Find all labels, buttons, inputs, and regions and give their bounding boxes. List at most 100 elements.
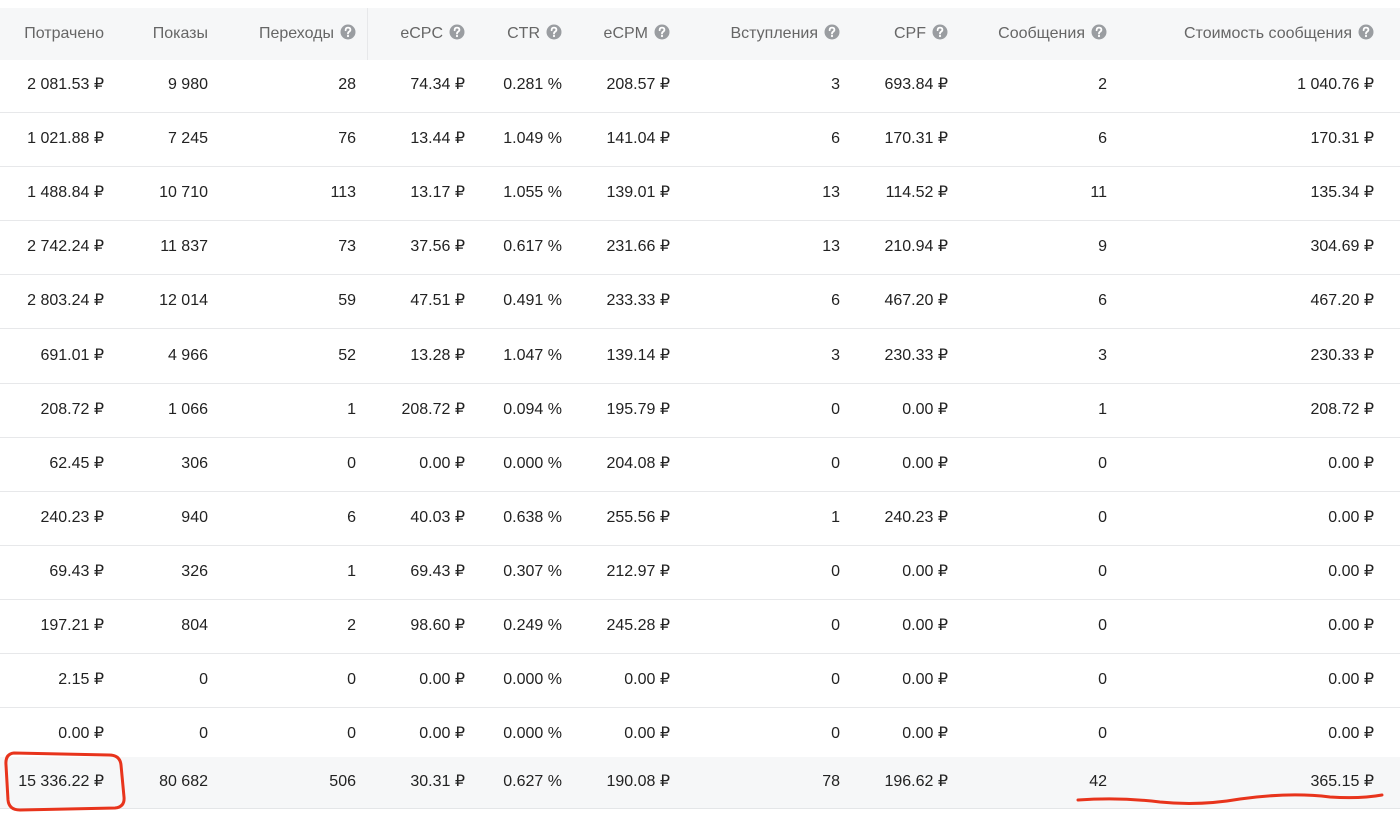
total-cell: 506: [329, 773, 356, 790]
table-cell: 13: [822, 184, 840, 202]
table-cell: 0: [199, 725, 208, 743]
table-cell: 0: [1098, 671, 1107, 689]
table-cell: 0.281 %: [503, 76, 562, 93]
table-cell: 691.01 ₽: [40, 346, 104, 364]
column-header: eCPC: [400, 25, 443, 42]
table-cell: 0: [1098, 508, 1107, 526]
total-cell: 30.31 ₽: [410, 773, 465, 790]
table-cell: 0.00 ₽: [419, 454, 465, 472]
help-icon[interactable]: [1358, 24, 1374, 40]
table-cell: 0: [347, 671, 356, 689]
table-cell: 0.00 ₽: [624, 671, 670, 689]
table-cell: 240.23 ₽: [884, 508, 948, 526]
table-cell: 2 742.24 ₽: [27, 238, 104, 256]
table-cell: 208.72 ₽: [1310, 400, 1374, 418]
table-cell: 212.97 ₽: [606, 562, 670, 580]
table-cell: 245.28 ₽: [606, 617, 670, 634]
table-cell: 1 040.76 ₽: [1297, 76, 1374, 93]
table-cell: 1.049 %: [503, 130, 562, 148]
table-cell: 1: [831, 508, 840, 526]
table-cell: 804: [181, 617, 208, 634]
help-icon[interactable]: [654, 24, 670, 40]
column-header: Переходы: [258, 25, 334, 42]
table-cell: 0.00 ₽: [1328, 562, 1374, 580]
table-cell: 208.72 ₽: [401, 400, 465, 418]
table-cell: 0: [831, 562, 840, 580]
table-cell: 6: [1098, 130, 1107, 148]
total-cell: 42: [1089, 773, 1107, 790]
table-cell: 0: [831, 671, 840, 689]
table-cell: 231.66 ₽: [606, 238, 670, 256]
header-row: [0, 8, 1400, 60]
help-icon[interactable]: [546, 24, 562, 40]
table-cell: 3: [831, 76, 840, 93]
table-cell: 0.094 %: [503, 400, 562, 418]
table-cell: 326: [181, 562, 208, 580]
table-cell: 11: [1090, 184, 1107, 202]
help-icon[interactable]: [824, 24, 840, 40]
table-cell: 0: [199, 671, 208, 689]
row-divider: [0, 383, 1400, 384]
table-cell: 13: [822, 238, 840, 256]
table-cell: 114.52 ₽: [885, 184, 948, 202]
table-cell: 0.000 %: [503, 725, 562, 743]
table-cell: 3: [1098, 346, 1107, 364]
table-cell: 0.00 ₽: [1328, 617, 1374, 634]
table-cell: 230.33 ₽: [884, 346, 948, 364]
table-cell: 47.51 ₽: [410, 292, 465, 310]
row-divider: [0, 220, 1400, 221]
table-cell: 1: [1098, 400, 1107, 418]
row-divider: [0, 166, 1400, 167]
total-cell: 80 682: [159, 773, 208, 790]
table-cell: 13.28 ₽: [410, 346, 465, 364]
table-cell: 467.20 ₽: [1310, 292, 1374, 310]
header-divider: [367, 8, 368, 60]
table-cell: 0.00 ₽: [902, 671, 948, 689]
table-cell: 2 081.53 ₽: [27, 76, 104, 93]
table-cell: 195.79 ₽: [606, 400, 670, 418]
help-icon[interactable]: [340, 24, 356, 40]
help-icon[interactable]: [1091, 24, 1107, 40]
table-cell: 0.307 %: [503, 562, 562, 580]
total-cell: 190.08 ₽: [606, 773, 670, 790]
table-cell: 1: [347, 562, 356, 580]
table-cell: 0.00 ₽: [902, 725, 948, 743]
table-cell: 197.21 ₽: [40, 617, 104, 634]
table-cell: 0.491 %: [503, 292, 562, 310]
table-cell: 0.00 ₽: [1328, 725, 1374, 743]
table-cell: 0.617 %: [503, 238, 562, 256]
help-icon[interactable]: [932, 24, 948, 40]
help-icon[interactable]: [449, 24, 465, 40]
table-cell: 3: [831, 346, 840, 364]
table-cell: 74.34 ₽: [410, 76, 465, 93]
table-cell: 6: [831, 130, 840, 148]
row-divider: [0, 599, 1400, 600]
table-cell: 255.56 ₽: [606, 508, 670, 526]
table-cell: 2: [1098, 76, 1107, 93]
table-cell: 141.04 ₽: [606, 130, 670, 148]
table-cell: 12 014: [159, 292, 208, 310]
table-cell: 1 021.88 ₽: [27, 130, 104, 148]
row-divider: [0, 707, 1400, 708]
table-cell: 0: [1098, 617, 1107, 634]
table-cell: 0.00 ₽: [1328, 508, 1374, 526]
total-cell: 196.62 ₽: [884, 773, 948, 790]
row-divider: [0, 491, 1400, 492]
row-divider: [0, 112, 1400, 113]
table-cell: 73: [338, 238, 356, 256]
table-cell: 2.15 ₽: [58, 671, 104, 689]
table-cell: 304.69 ₽: [1310, 238, 1374, 256]
table-cell: 0.00 ₽: [902, 400, 948, 418]
table-cell: 40.03 ₽: [410, 508, 465, 526]
table-cell: 0: [1098, 725, 1107, 743]
table-cell: 113: [330, 184, 356, 202]
table-cell: 0: [1098, 562, 1107, 580]
table-cell: 69.43 ₽: [49, 562, 104, 580]
table-cell: 306: [181, 454, 208, 472]
table-cell: 0.00 ₽: [902, 454, 948, 472]
table-cell: 210.94 ₽: [884, 238, 948, 256]
table-cell: 170.31 ₽: [1310, 130, 1374, 148]
column-header: Стоимость сообщения: [1183, 25, 1352, 42]
